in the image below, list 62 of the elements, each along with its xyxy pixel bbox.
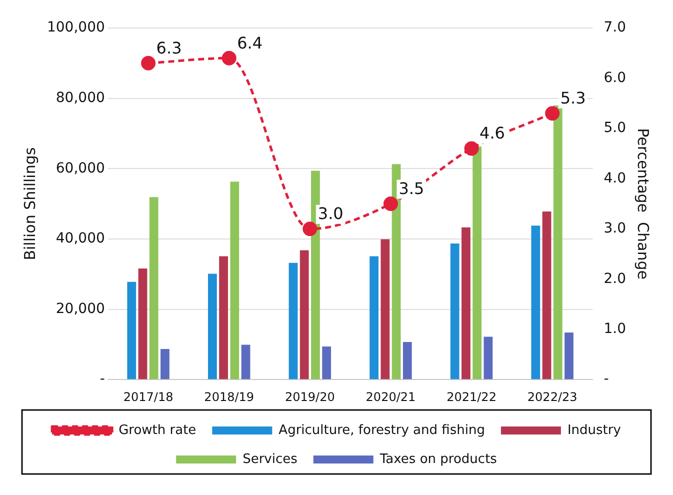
x-tick-label: 2017/18	[123, 390, 174, 404]
y2-tick-label: 3.0	[604, 220, 626, 237]
legend-label: Taxes on products	[378, 452, 498, 467]
bar	[138, 268, 148, 380]
bar	[370, 256, 378, 380]
y2-axis-title: Percentage Change	[634, 128, 652, 280]
x-tick-label: 2022/23	[527, 390, 578, 404]
y-tick-label: -	[100, 371, 105, 388]
bar	[149, 197, 158, 380]
y-tick-label: 20,000	[56, 300, 105, 317]
bar	[380, 239, 390, 380]
legend-label: Agriculture, forestry and fishing	[278, 422, 485, 438]
bar	[241, 344, 250, 380]
legend-label: Industry	[567, 422, 622, 438]
y-axis-title: Billion Shillings	[20, 147, 39, 260]
y-tick-label: 100,000	[46, 20, 105, 36]
data-label: 4.6	[480, 124, 505, 143]
x-tick-label: 2019/20	[284, 390, 335, 404]
y2-tick-label: 7.0	[604, 20, 626, 36]
bar	[127, 282, 136, 380]
y-tick-label: 40,000	[56, 230, 105, 247]
legend-label: Growth rate	[118, 422, 196, 438]
point	[222, 50, 236, 66]
point	[302, 222, 318, 236]
bar	[402, 342, 412, 380]
bar	[311, 170, 320, 380]
data-label: 5.3	[560, 88, 586, 108]
point	[141, 56, 156, 70]
bar	[542, 212, 552, 380]
bar	[450, 244, 460, 380]
y-tick-label: 60,000	[56, 160, 105, 176]
legend-label: Services	[242, 452, 298, 467]
x-tick-label: 2021/22	[446, 390, 496, 404]
bar	[531, 226, 540, 380]
bar	[208, 274, 217, 380]
bar	[300, 250, 309, 380]
data-label: 3.5	[398, 178, 424, 198]
y2-tick-label: 6.0	[604, 70, 626, 86]
bar	[288, 262, 298, 380]
bar	[564, 332, 574, 380]
bar	[553, 105, 562, 380]
bar	[462, 227, 470, 380]
y2-tick-label: 1.0	[604, 321, 626, 338]
data-label: 3.0	[318, 204, 344, 224]
bar	[484, 336, 493, 380]
x-tick-label: 2018/19	[204, 390, 254, 404]
data-label: 6.3	[156, 38, 182, 58]
y2-tick-label: -	[604, 371, 609, 388]
y2-tick-label: 5.0	[604, 120, 626, 136]
data-label: 6.4	[237, 33, 263, 52]
bar	[219, 256, 228, 380]
y2-tick-label: 4.0	[604, 170, 626, 186]
bar	[230, 182, 240, 380]
bar	[322, 346, 332, 380]
point	[383, 196, 398, 212]
y-tick-label: 80,000	[56, 90, 105, 106]
bar	[160, 349, 170, 380]
x-tick-label: 2020/21	[366, 390, 416, 404]
point	[464, 141, 479, 156]
y2-tick-label: 2.0	[604, 270, 626, 287]
bar	[472, 146, 482, 380]
point	[545, 106, 560, 121]
